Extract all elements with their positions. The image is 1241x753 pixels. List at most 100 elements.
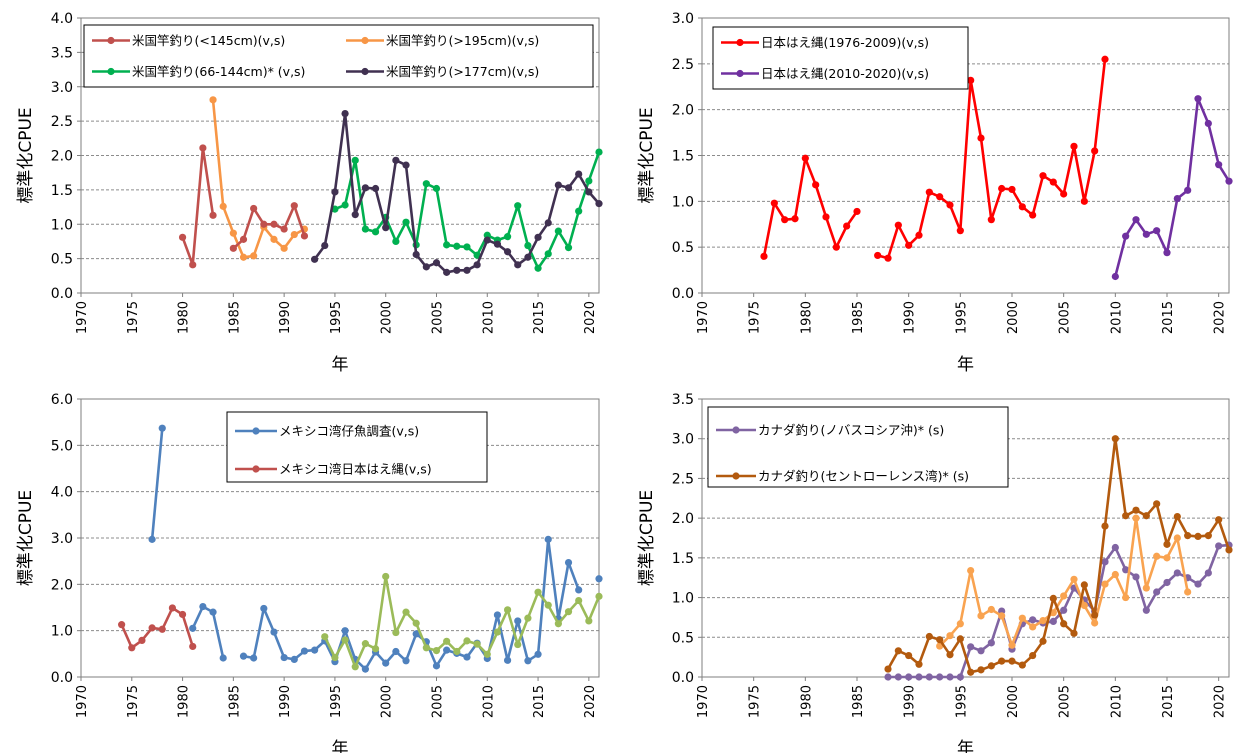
data-point [801,154,809,162]
data-point [1029,211,1037,219]
x-tick-label: 2005 [1058,685,1073,718]
data-point [178,610,187,619]
data-point [453,266,461,274]
y-tick-label: 3.0 [672,11,694,27]
y-tick-label: 3.5 [51,45,73,61]
x-tick-label: 2005 [430,301,445,334]
data-point [1018,661,1026,669]
y-tick-label: 1.5 [672,551,694,567]
legend-box [83,24,594,88]
data-point [290,202,298,210]
series-line [243,538,580,671]
data-point [402,657,410,665]
plot-frame [701,398,1230,678]
data-point [1122,593,1130,602]
data-point [402,218,410,226]
data-point [534,264,542,272]
data-point [331,653,339,662]
x-axis-title: 年 [332,355,349,375]
data-point [331,188,339,196]
x-tick-label: 1980 [799,301,814,334]
data-point [595,200,603,208]
y-tick-label: 1.0 [672,194,694,210]
data-point [1091,619,1099,627]
series-line [191,605,225,659]
data-point [392,647,400,656]
series-line [762,157,859,257]
data-point [1060,592,1068,600]
data-point [1122,512,1130,520]
x-tick-label: 1985 [851,301,866,334]
series-2 [189,602,227,662]
chart-1: 0.0 0.5 1.0 1.5 2.0 2.5 3.0 3.5 4.0 1970 1975 1980 1… [16,11,603,375]
legend-marker [252,465,260,473]
series-4 [595,575,603,583]
data-point [1111,435,1119,443]
data-point [229,244,237,252]
data-point [1070,629,1078,637]
x-tick-label: 1990 [278,685,293,718]
data-point [1194,95,1202,103]
series-line [181,146,215,267]
y-axis-title: 標準化CPUE [16,107,36,203]
series-2 [874,55,1109,262]
legend-label: 日本はえ縄(2010-2020)(v,s) [761,66,929,81]
data-point [514,640,522,649]
data-point [453,647,461,656]
data-point [595,592,603,600]
x-tick-label: 1985 [851,685,866,718]
series-6 [321,572,603,671]
legend-label: 日本はえ縄(1976-2009)(v,s) [761,35,929,50]
data-point [977,647,985,655]
data-point [463,637,471,645]
data-point [148,624,156,632]
data-point [300,232,309,240]
legend-label: メキシコ湾仔魚調査(v,s) [279,424,419,439]
data-point [463,266,471,274]
data-point [321,633,329,641]
data-point [1018,203,1026,211]
data-point [219,654,227,662]
y-tick-label: 2.5 [51,114,73,130]
data-point [402,161,410,169]
data-point [554,181,562,189]
data-point [1111,543,1119,552]
data-point [361,225,369,233]
x-tick-label: 2000 [380,685,395,718]
data-point [402,608,410,616]
legend: 米国竿釣り(<145cm)(v,s) 米国竿釣り(>195cm)(v,s) 米国竿釣… [83,24,594,88]
data-point [1018,614,1026,622]
data-point [1215,542,1223,550]
data-point [118,621,126,629]
legend-item: 米国竿釣り(>195cm)(v,s) [346,33,539,48]
data-point [239,253,248,261]
data-point [371,228,380,236]
chart-4: 0.0 0.5 1.0 1.5 2.0 2.5 3.0 3.5 1970 1975 1980 1985… [637,392,1233,753]
y-tick-label: 0.0 [51,286,73,302]
data-point [524,614,532,622]
data-point [422,263,430,271]
x-axis-title: 年 [957,355,974,375]
data-point [1080,197,1088,205]
x-tick-label: 1990 [903,685,918,718]
x-tick-label: 1980 [177,301,192,334]
series-line [886,437,1231,674]
data-point [936,673,944,681]
x-tick-label: 1985 [227,685,242,718]
data-point [564,184,573,192]
data-point [595,575,603,583]
x-tick-label: 1980 [177,685,192,718]
x-tick-label: 1985 [227,301,242,334]
data-point [1132,573,1140,581]
y-tick-label: 0.0 [51,670,73,686]
data-point [1153,227,1161,235]
data-point [148,535,156,543]
y-tick-label: 2.0 [51,577,73,593]
data-point [311,255,319,263]
data-point [250,252,258,260]
data-point [832,243,840,251]
data-point [341,109,349,118]
data-point [189,642,197,651]
legend-item: 米国竿釣り(66-144cm)* (v,s) [92,64,305,79]
series-4 [331,148,603,272]
